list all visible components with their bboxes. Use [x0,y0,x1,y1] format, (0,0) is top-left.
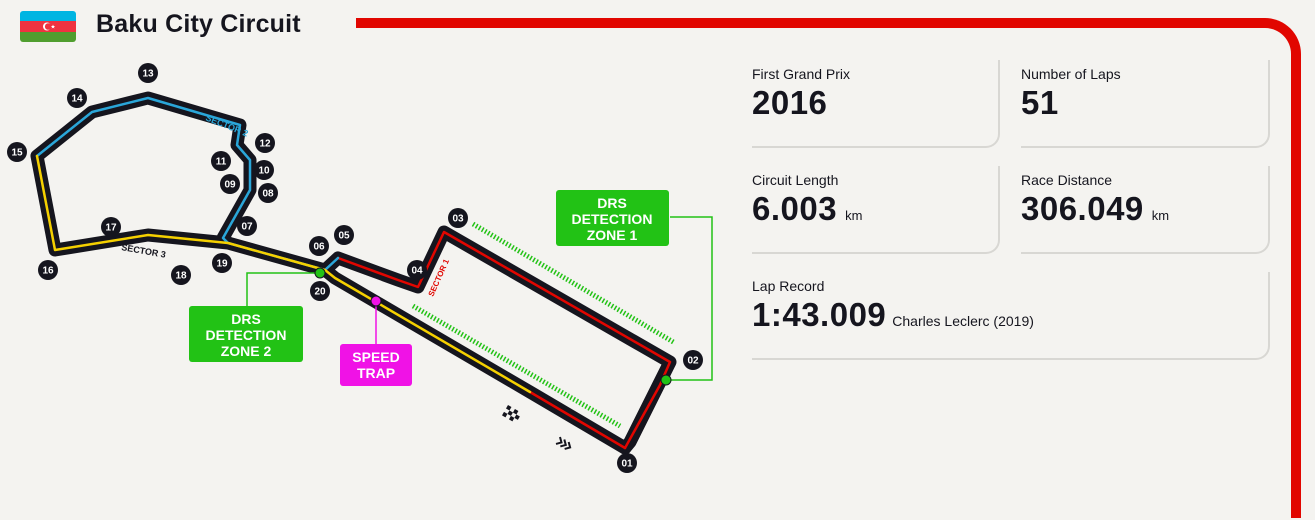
race-distance-value: 306.049 km [1021,190,1268,228]
speed-trap-line-2: TRAP [357,365,395,381]
sector-1-start-line [528,390,627,450]
drs-detection-1-point [660,374,672,386]
corner-label: 13 [142,69,154,80]
corner-label: 01 [621,459,633,470]
page-title: Baku City Circuit [96,10,301,38]
corner-label: 07 [241,222,253,233]
corner-label: 19 [216,259,228,270]
corner-markers: 01 02 03 04 05 06 07 08 09 10 11 12 13 1… [7,63,703,473]
corner-marker: 02 [683,350,703,370]
first-grand-prix-card: First Grand Prix 2016 [752,60,1000,148]
circuit-length-number: 6.003 [752,190,838,227]
corner-label: 16 [42,266,54,277]
corner-label: 08 [262,189,274,200]
corner-label: 12 [259,139,271,150]
first-grand-prix-value: 2016 [752,84,828,121]
corner-label: 11 [216,157,227,168]
circuit-length-value: 6.003 km [752,190,998,228]
corner-marker: 14 [67,88,87,108]
corner-label: 20 [314,287,326,298]
corner-marker: 08 [258,183,278,203]
number-of-laps-label: Number of Laps [1021,66,1121,82]
corner-label: 02 [687,356,699,367]
corner-marker: 18 [171,265,191,285]
corner-label: 10 [258,166,270,177]
azerbaijan-flag-icon [20,11,76,42]
circuit-length-label: Circuit Length [752,172,839,188]
corner-label: 05 [338,231,350,242]
corner-marker: 13 [138,63,158,83]
corner-marker: 16 [38,260,58,280]
sector-3-line [35,154,532,394]
drs-detection-zone-2-callout: DRS DETECTION ZONE 2 [189,306,303,362]
drs-zone-2-marker [411,303,622,429]
race-distance-card: Race Distance 306.049 km [1021,166,1270,254]
race-distance-unit: km [1151,208,1170,223]
number-of-laps-value: 51 [1021,84,1059,121]
drs-zone-1-marker [471,221,677,346]
corner-marker: 04 [407,260,427,280]
corner-marker: 17 [101,217,121,237]
circuit-length-unit: km [845,208,863,223]
corner-marker: 12 [255,133,275,153]
drs-detection-2-point [314,267,326,279]
track-map: SECTOR 2 SECTOR 3 SECTOR 1 DRS DETECTION… [7,63,713,473]
race-distance-number: 306.049 [1021,190,1144,227]
drs-detection-zone-1-callout: DRS DETECTION ZONE 1 [556,190,669,246]
track-outline [30,91,677,455]
corner-marker: 06 [309,236,329,256]
number-of-laps-card: Number of Laps 51 [1021,60,1270,148]
corner-label: 17 [105,223,117,234]
corner-marker: 20 [310,281,330,301]
first-grand-prix-label: First Grand Prix [752,66,851,82]
speed-trap-callout: SPEED TRAP [340,344,412,386]
corner-label: 09 [224,180,236,191]
corner-marker: 09 [220,174,240,194]
start-finish-flag-icon [502,405,520,422]
sector-3-label: SECTOR 3 [121,242,167,260]
red-frame-divider [356,18,1301,518]
corner-label: 15 [11,148,23,159]
lap-record-label: Lap Record [752,278,825,294]
corner-label: 18 [175,271,187,282]
corner-marker: 10 [254,160,274,180]
corner-label: 04 [411,266,423,277]
corner-marker: 15 [7,142,27,162]
drs-zone-1-line-3: ZONE 1 [587,227,638,243]
corner-marker: 11 [211,151,231,171]
circuit-length-card: Circuit Length 6.003 km [752,166,1000,254]
drs-zone-1-line-1: DRS [597,195,627,211]
lap-record-time: 1:43.009 [752,296,887,333]
drs-zone-1-line-2: DETECTION [572,211,653,227]
sector-1-line [336,230,672,450]
drs-zone-2-connector [246,272,320,307]
drs-zone-2-line-2: DETECTION [206,327,287,343]
lap-record-value: 1:43.009 Charles Leclerc (2019) [752,296,1268,334]
corner-label: 14 [71,94,83,105]
corner-marker: 19 [212,253,232,273]
lap-record-holder: Charles Leclerc (2019) [892,313,1034,329]
corner-label: 06 [313,242,325,253]
drs-zone-2-line-3: ZONE 2 [221,343,272,359]
drs-zone-1-connector [666,216,713,381]
race-distance-label: Race Distance [1021,172,1113,188]
speed-trap-point [370,295,382,307]
corner-marker: 05 [334,225,354,245]
corner-marker: 03 [448,208,468,228]
corner-label: 03 [452,214,464,225]
speed-trap-line-1: SPEED [352,349,399,365]
corner-marker: 01 [617,453,637,473]
direction-arrows-icon [555,436,572,450]
drs-zone-2-line-1: DRS [231,311,261,327]
lap-record-card: Lap Record 1:43.009 Charles Leclerc (2019… [752,272,1270,360]
corner-marker: 07 [237,216,257,236]
